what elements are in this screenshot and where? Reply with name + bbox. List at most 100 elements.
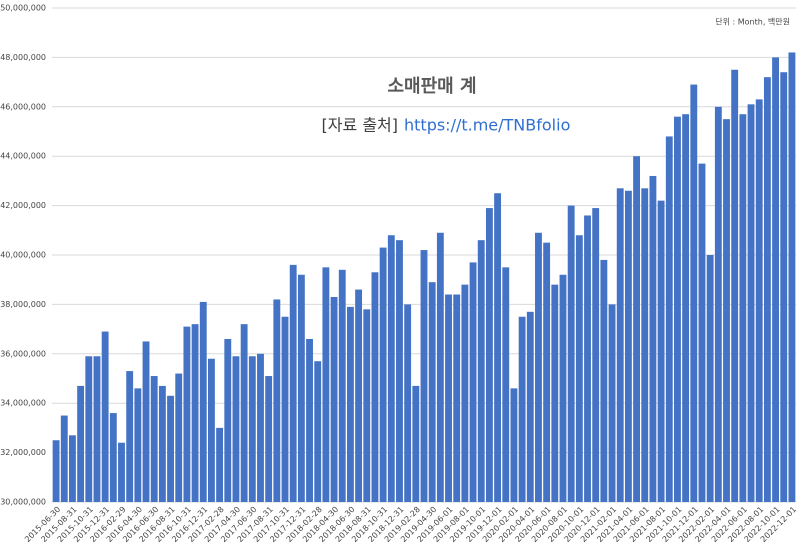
- bar: [755, 99, 763, 502]
- bar: [240, 324, 248, 502]
- y-tick-label: 38,000,000: [0, 300, 46, 309]
- bar: [150, 376, 158, 502]
- bar: [714, 106, 722, 503]
- bar: [772, 57, 779, 503]
- bar: [477, 240, 485, 502]
- bar: [355, 289, 363, 502]
- bar: [706, 255, 714, 502]
- bar: [690, 84, 698, 502]
- bar: [469, 262, 477, 502]
- bar: [780, 72, 788, 502]
- bar: [404, 304, 412, 502]
- bar: [224, 338, 232, 502]
- bar: [183, 326, 191, 502]
- y-tick-label: 40,000,000: [0, 251, 46, 260]
- y-tick-label: 42,000,000: [0, 201, 46, 210]
- bar: [567, 205, 575, 502]
- bar: [600, 259, 608, 502]
- bar: [526, 311, 534, 502]
- bar: [608, 304, 616, 502]
- bar: [134, 388, 142, 502]
- bar: [543, 242, 551, 502]
- bar: [535, 232, 542, 502]
- bar: [191, 324, 199, 502]
- bar: [60, 415, 68, 502]
- bar: [101, 331, 109, 502]
- y-tick-label: 30,000,000: [0, 498, 46, 507]
- bar: [575, 235, 583, 503]
- bar: [674, 116, 681, 503]
- bar: [788, 52, 796, 503]
- bar: [175, 373, 183, 502]
- bar: [665, 136, 673, 502]
- bar: [518, 316, 526, 502]
- bar: [289, 264, 297, 502]
- bar: [502, 267, 510, 502]
- bar: [624, 190, 632, 502]
- bar: [739, 114, 747, 503]
- bar: [314, 361, 322, 502]
- bar: [387, 235, 395, 503]
- bar: [641, 188, 649, 502]
- bar: [69, 435, 76, 502]
- bar: [420, 250, 428, 502]
- bar: [273, 299, 281, 502]
- bar: [297, 274, 305, 502]
- bar: [649, 175, 657, 502]
- bar: [199, 301, 207, 502]
- y-tick-label: 34,000,000: [0, 399, 46, 408]
- chart-title: 소매판매 계: [387, 76, 476, 97]
- bar: [682, 114, 690, 503]
- bar: [379, 247, 387, 502]
- bar: [633, 156, 641, 502]
- y-tick-label: 50,000,000: [0, 4, 46, 13]
- bar: [592, 208, 600, 502]
- bar: [510, 388, 518, 502]
- bar: [322, 267, 330, 502]
- bar: [371, 272, 379, 502]
- bar: [77, 385, 85, 502]
- y-tick-label: 46,000,000: [0, 102, 46, 111]
- bar: [109, 413, 117, 502]
- bar: [158, 385, 166, 502]
- bar: [763, 77, 771, 502]
- bar: [306, 338, 313, 502]
- bar: [428, 282, 436, 502]
- bar: [232, 356, 240, 502]
- bar: [248, 356, 256, 502]
- y-tick-label: 48,000,000: [0, 53, 46, 62]
- y-tick-label: 36,000,000: [0, 349, 46, 358]
- y-tick-label: 32,000,000: [0, 448, 46, 457]
- bar: [723, 119, 730, 503]
- bar: [265, 376, 273, 502]
- bar: [584, 215, 591, 503]
- bar: [167, 395, 174, 502]
- bar: [142, 341, 150, 502]
- bar: [257, 353, 264, 502]
- bar: [330, 296, 338, 502]
- bar: [338, 269, 346, 502]
- source-label: [자료 출처]: [322, 116, 398, 135]
- bar: [52, 440, 60, 502]
- bar: [412, 385, 420, 502]
- bar: [396, 240, 403, 502]
- source-url[interactable]: https://t.me/TNBfolio: [404, 116, 570, 135]
- bar: [551, 284, 559, 502]
- bar: [616, 188, 624, 502]
- bar: [747, 104, 755, 502]
- bar: [346, 306, 354, 502]
- bar: [281, 316, 289, 502]
- bar: [118, 442, 125, 502]
- bar: [93, 356, 101, 502]
- bar: [485, 208, 493, 502]
- bar: [207, 358, 215, 502]
- bar: [436, 232, 444, 502]
- bar: [698, 163, 706, 503]
- bar: [85, 356, 93, 502]
- bar: [126, 371, 134, 502]
- bar: [494, 193, 502, 502]
- bar: [445, 294, 452, 502]
- bar: [559, 274, 567, 502]
- y-tick-label: 44,000,000: [0, 152, 46, 161]
